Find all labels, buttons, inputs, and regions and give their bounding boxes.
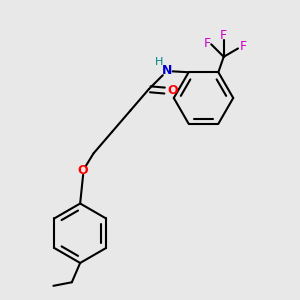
Text: O: O xyxy=(167,84,178,97)
Text: F: F xyxy=(240,40,247,52)
Text: F: F xyxy=(220,28,227,42)
Text: O: O xyxy=(78,164,88,177)
Text: N: N xyxy=(162,64,172,77)
Text: H: H xyxy=(155,57,163,68)
Text: F: F xyxy=(204,37,211,50)
